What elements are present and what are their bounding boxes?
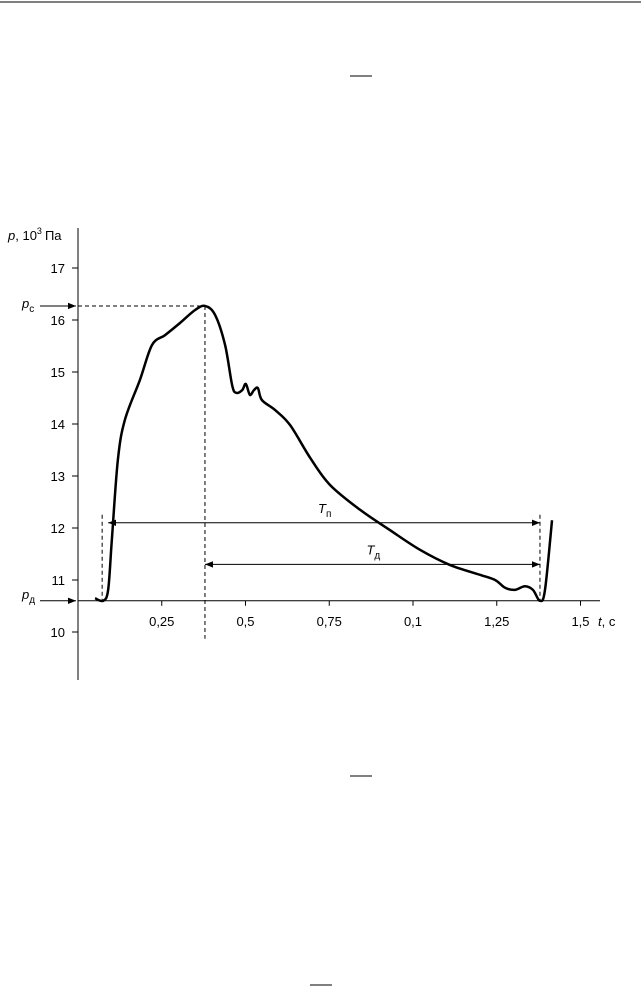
- y-tick-label: 14: [51, 417, 65, 432]
- x-tick-label: 0,75: [317, 614, 342, 629]
- pc-label-symbol: p: [21, 296, 29, 311]
- pd-label-symbol: p: [21, 587, 29, 602]
- pc-label: pc: [21, 296, 34, 315]
- tp-label-symbol: T: [318, 501, 327, 516]
- pd-label-sub: д: [29, 595, 35, 606]
- pd-label: pд: [21, 587, 35, 606]
- tp-label: Tп: [318, 501, 331, 520]
- x-tick-label: 1,25: [484, 614, 509, 629]
- td-label-sub: д: [374, 550, 380, 561]
- pressure-curve: [94, 304, 554, 603]
- tp-label-sub: п: [326, 509, 331, 520]
- x-axis-label: t, с: [598, 614, 616, 629]
- y-tick-label: 16: [51, 313, 65, 328]
- x-tick-label: 0,25: [149, 614, 174, 629]
- td-label-symbol: T: [366, 542, 375, 557]
- y-tick-label: 15: [51, 365, 65, 380]
- y-axis-label: p, 103 Па: [7, 226, 62, 243]
- x-tick-label: 0,5: [236, 614, 254, 629]
- x-label-unit: , с: [602, 614, 616, 629]
- y-tick-label: 11: [52, 573, 66, 588]
- td-label: Tд: [366, 542, 380, 561]
- y-tick-label: 12: [51, 521, 65, 536]
- y-tick-label: 13: [51, 469, 65, 484]
- y-tick-label: 10: [51, 625, 65, 640]
- x-label-symbol: t: [598, 614, 603, 629]
- y-tick-label: 17: [51, 261, 65, 276]
- x-tick-label: 1,5: [571, 614, 589, 629]
- x-tick-label: 0,1: [404, 614, 422, 629]
- pc-label-sub: c: [29, 304, 34, 315]
